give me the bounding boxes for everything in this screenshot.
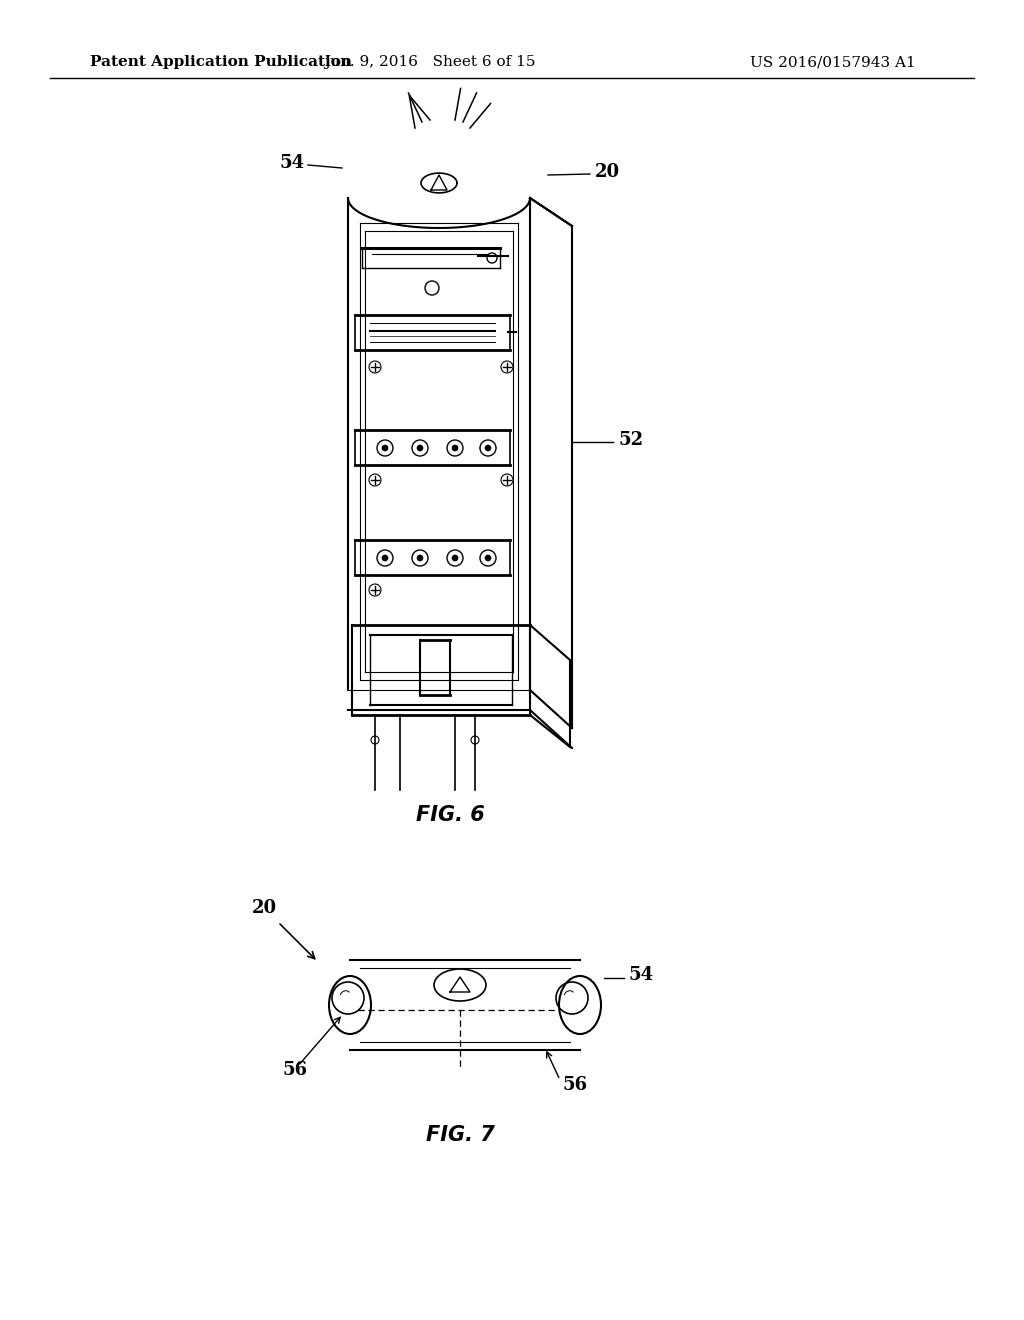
Text: FIG. 7: FIG. 7: [426, 1125, 495, 1144]
Text: 54: 54: [280, 154, 305, 172]
Text: Jun. 9, 2016   Sheet 6 of 15: Jun. 9, 2016 Sheet 6 of 15: [325, 55, 536, 69]
Circle shape: [485, 554, 490, 561]
Text: 56: 56: [562, 1076, 587, 1094]
Text: 20: 20: [252, 899, 278, 917]
Text: 54: 54: [628, 966, 653, 983]
Circle shape: [452, 445, 458, 451]
Text: US 2016/0157943 A1: US 2016/0157943 A1: [750, 55, 915, 69]
Text: FIG. 6: FIG. 6: [416, 805, 484, 825]
Circle shape: [417, 554, 423, 561]
Text: 56: 56: [282, 1061, 307, 1078]
Circle shape: [382, 554, 388, 561]
Text: 52: 52: [618, 432, 643, 449]
Circle shape: [382, 445, 388, 451]
Text: Patent Application Publication: Patent Application Publication: [90, 55, 352, 69]
Circle shape: [452, 554, 458, 561]
Circle shape: [485, 445, 490, 451]
Text: 20: 20: [595, 162, 621, 181]
Circle shape: [417, 445, 423, 451]
